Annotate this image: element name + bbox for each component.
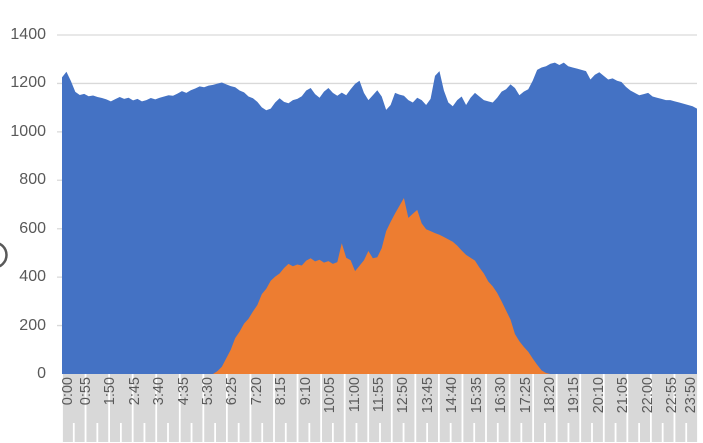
y-axis-tick-label: 1200 [10,74,46,92]
x-axis-tick-label: 1:50 [102,377,119,406]
x-axis-tick-label: 0:55 [77,377,94,406]
x-axis-tick-label: 17:25 [517,377,534,414]
y-axis-title-partial-letter [0,242,8,268]
x-axis-tick-label: 7:20 [248,377,265,406]
x-axis-tick-label: 18:20 [541,377,558,414]
x-axis-tick-label: 8:15 [273,377,290,406]
y-axis-tick-label: 1400 [10,26,46,43]
x-axis-tick-label: 10:05 [322,377,339,414]
x-axis-tick-label: 3:40 [151,377,168,406]
x-axis-tick-label: 22:55 [664,377,681,414]
x-axis-tick-label: 11:00 [346,377,363,413]
x-axis-tick-label: 0:00 [59,377,76,406]
x-axis-tick-label: 4:35 [175,377,192,406]
x-axis-tick-label: 19:15 [566,377,583,414]
y-axis-tick-label: 200 [19,316,46,334]
x-axis-tick-label: 21:05 [615,377,632,414]
y-axis-tick-label: 400 [19,268,46,286]
x-axis-tick-label: 23:50 [682,377,699,414]
x-axis-tick-label: 15:35 [468,377,485,414]
x-axis-tick-label: 2:45 [126,377,143,406]
x-axis-tick-label: 5:30 [200,377,217,406]
x-axis-tick-label: 12:50 [395,377,412,414]
blue-area [62,62,697,374]
x-axis-tick-label: 9:10 [297,377,314,406]
x-axis-tick-label: 22:00 [639,377,656,414]
orange-area [62,197,697,374]
x-axis-tick-label: 14:40 [444,377,461,414]
x-axis-tick-label: 20:10 [590,377,607,414]
x-axis-tick-label: 16:30 [493,377,510,414]
x-axis-tick-label: 6:25 [224,377,241,406]
y-axis-tick-label: 800 [19,171,46,189]
y-axis-tick-label: 600 [19,219,46,237]
x-axis-tick-label: 13:45 [419,377,436,414]
y-axis-tick-label: 0 [37,365,46,382]
y-axis-tick-label: 1000 [10,122,46,140]
x-axis-tick-label: 11:55 [371,377,387,413]
